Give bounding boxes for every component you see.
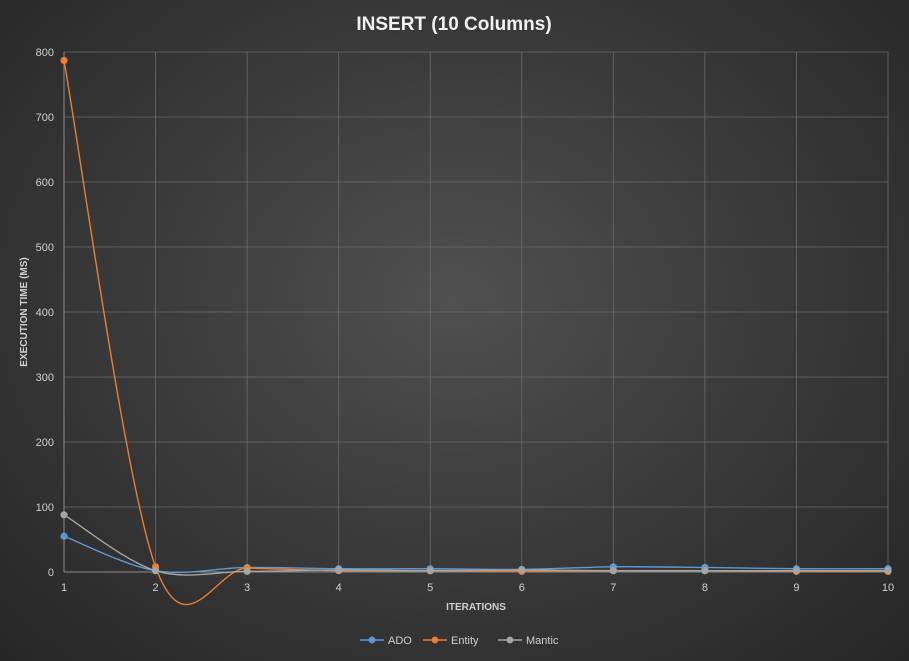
x-tick-label: 1 [61,582,67,594]
x-tick-label: 2 [152,582,158,594]
axes: 0 100 200 300 400 500 600 700 800 1 2 3 4 5 6 7 8 9 10 [36,47,894,594]
data-point-ado [60,532,68,540]
series-line-ado [63,535,889,574]
y-tick-label: 200 [36,437,54,449]
legend-item-mantic: Mantic [498,635,559,647]
x-tick-label: 7 [610,582,616,594]
series-group [60,56,892,606]
grid-lines [64,51,889,572]
data-point-mantic [335,566,343,574]
legend-label-mantic: Mantic [526,635,559,647]
data-point-mantic [792,567,801,575]
data-point-entity [60,56,68,65]
y-tick-label: 0 [48,567,54,579]
y-tick-label: 600 [36,177,54,189]
legend-marker-ado [368,636,376,644]
legend-label-entity: Entity [451,635,479,647]
y-tick-label: 500 [36,242,54,254]
x-tick-label: 3 [244,582,250,594]
y-tick-label: 800 [36,47,54,59]
legend-label-ado: ADO [388,635,412,647]
x-tick-label: 6 [519,582,525,594]
legend-item-ado: ADO [360,635,412,647]
y-tick-label: 700 [36,112,54,124]
legend-item-entity: Entity [423,635,479,647]
legend-marker-entity [431,636,439,644]
x-tick-label: 8 [702,582,708,594]
data-point-mantic [151,567,160,575]
chart-title: INSERT (10 Columns) [356,14,551,35]
x-tick-label: 5 [427,582,433,594]
data-point-mantic [518,566,526,574]
x-tick-label: 10 [882,582,894,594]
series-entity [60,56,892,606]
data-point-mantic [426,567,434,575]
x-tick-label: 4 [336,582,342,594]
y-tick-label: 400 [36,307,54,319]
series-ado [60,532,892,575]
x-tick-label: 9 [793,582,799,594]
y-axis-title: EXECUTION TIME (MS) [19,257,30,366]
data-point-mantic [60,511,68,519]
data-point-mantic [243,567,251,575]
legend: ADO Entity Mantic [360,635,559,647]
data-point-mantic [884,567,892,575]
x-axis-title: ITERATIONS [446,602,506,613]
series-mantic [60,511,892,576]
y-tick-label: 300 [36,372,54,384]
series-line-mantic [63,514,888,576]
legend-marker-mantic [506,636,514,644]
y-tick-label: 100 [36,502,54,514]
series-line-entity [63,60,889,606]
data-point-mantic [609,567,617,575]
data-point-mantic [701,567,709,575]
